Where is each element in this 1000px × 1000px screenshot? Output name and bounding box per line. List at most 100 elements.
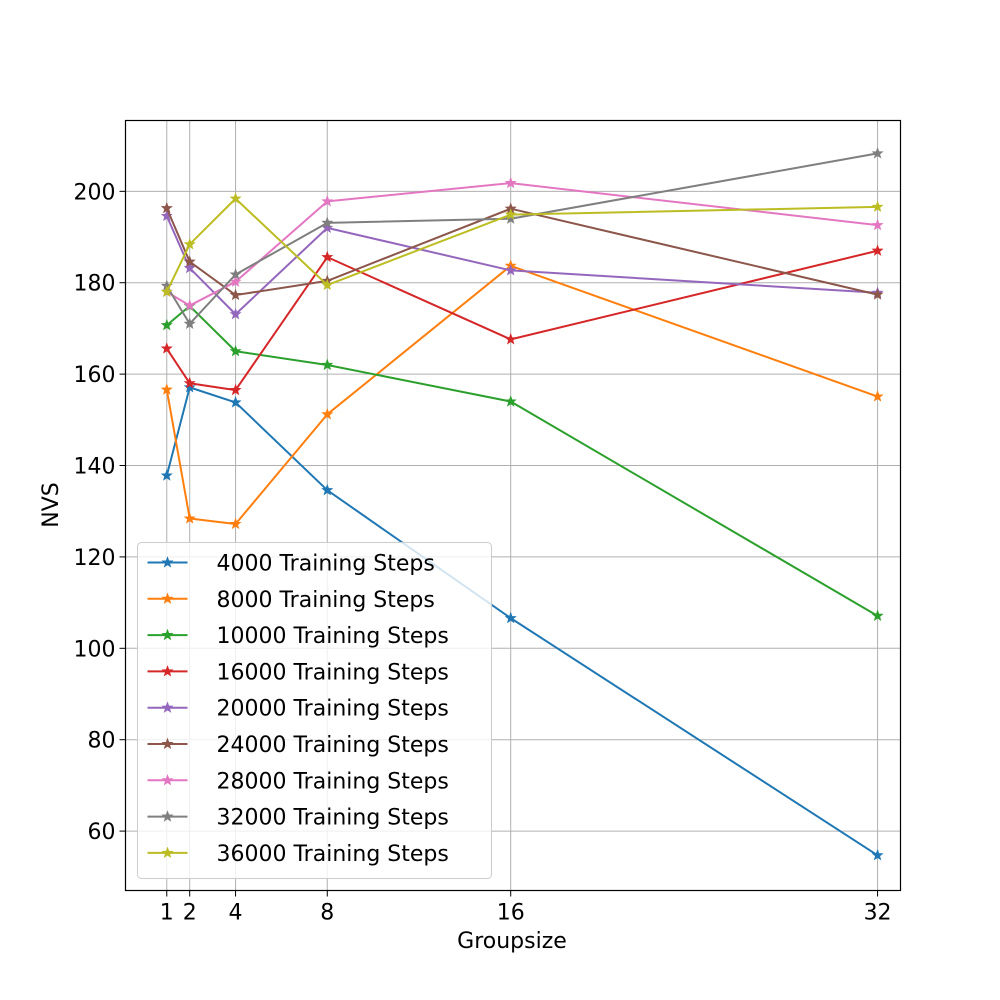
legend-item: 24000 Training Steps xyxy=(147,733,449,758)
legend-item: 4000 Training Steps xyxy=(147,552,435,577)
y-tick-label: 80 xyxy=(88,729,116,754)
x-axis-ticks: 1 2 4 8 16 32 xyxy=(160,890,892,926)
data-point xyxy=(229,344,242,357)
legend-marker xyxy=(161,773,174,786)
legend-item: 10000 Training Steps xyxy=(147,624,449,649)
legend-label: 4000 Training Steps xyxy=(217,552,435,577)
legend-item: 16000 Training Steps xyxy=(147,660,449,685)
data-point xyxy=(160,383,173,395)
data-point xyxy=(160,201,173,214)
legend-label: 16000 Training Steps xyxy=(217,660,449,685)
data-point xyxy=(229,268,242,280)
data-point xyxy=(504,208,517,220)
data-point xyxy=(871,848,884,861)
legend-label: 28000 Training Steps xyxy=(217,769,449,794)
data-point xyxy=(321,358,334,371)
series-line xyxy=(165,264,878,526)
series-7 xyxy=(160,147,884,329)
legend-label: 20000 Training Steps xyxy=(217,697,449,722)
data-point xyxy=(321,216,334,228)
data-point xyxy=(183,381,196,393)
legend-marker xyxy=(161,628,174,641)
legend-item: 32000 Training Steps xyxy=(147,806,449,831)
data-point xyxy=(183,317,196,329)
data-point xyxy=(160,318,173,331)
data-point xyxy=(229,396,242,408)
data-point xyxy=(504,333,517,345)
x-tick-label: 1 xyxy=(160,901,174,926)
data-point xyxy=(504,611,517,624)
series-line xyxy=(166,305,879,617)
data-point xyxy=(871,244,884,256)
legend-marker xyxy=(161,665,174,677)
data-point xyxy=(160,469,173,481)
series-line xyxy=(165,197,878,293)
legend-marker xyxy=(161,556,174,568)
data-point xyxy=(160,209,173,222)
data-point xyxy=(183,238,196,250)
legend-item: 8000 Training Steps xyxy=(147,588,435,613)
data-point xyxy=(321,408,334,420)
data-point xyxy=(183,376,196,389)
legend-label: 10000 Training Steps xyxy=(217,624,449,649)
data-point xyxy=(871,200,884,212)
y-tick-label: 160 xyxy=(74,363,116,388)
data-point xyxy=(229,288,242,301)
data-point xyxy=(504,395,517,407)
y-axis-label: NVS xyxy=(39,482,64,527)
y-tick-label: 100 xyxy=(74,637,116,662)
data-point xyxy=(160,342,173,354)
y-tick-label: 120 xyxy=(74,546,116,571)
legend-marker xyxy=(161,592,174,604)
data-point xyxy=(871,147,884,159)
series-2 xyxy=(160,299,884,621)
legend-box xyxy=(137,542,492,879)
data-point xyxy=(229,307,242,320)
x-tick-label: 4 xyxy=(229,901,243,926)
y-axis-ticks: 60 80 100 120 140 160 180 200 xyxy=(74,180,126,845)
x-axis-label: Groupsize xyxy=(457,929,567,954)
legend-marker xyxy=(161,810,174,822)
y-tick-label: 140 xyxy=(74,455,116,480)
data-point xyxy=(871,609,884,621)
data-point xyxy=(229,275,242,287)
plot-frame xyxy=(124,119,902,892)
data-point xyxy=(321,250,334,263)
data-point xyxy=(504,176,517,189)
y-tick-label: 180 xyxy=(74,272,116,297)
legend-item: 20000 Training Steps xyxy=(147,697,449,722)
series-line xyxy=(165,215,878,316)
series-0 xyxy=(160,381,884,861)
series-line xyxy=(165,249,878,392)
y-tick-label: 200 xyxy=(74,180,116,205)
data-point xyxy=(321,221,334,234)
series-4 xyxy=(160,209,884,320)
data-point xyxy=(871,390,884,402)
legend-marker xyxy=(161,737,174,750)
data-point xyxy=(229,192,242,204)
legend-item: 28000 Training Steps xyxy=(147,769,449,794)
legend: 4000 Training Steps 8000 Training Steps 10… xyxy=(137,542,492,879)
series-line xyxy=(165,152,878,325)
legend-marker xyxy=(161,846,174,859)
legend-item: 36000 Training Steps xyxy=(147,842,449,867)
data-point xyxy=(183,255,196,267)
series-3 xyxy=(160,244,884,396)
data-point xyxy=(229,517,242,530)
legend-label: 32000 Training Steps xyxy=(217,806,449,831)
legend-label: 36000 Training Steps xyxy=(217,842,449,867)
series-1 xyxy=(160,259,884,530)
x-tick-label: 32 xyxy=(864,901,892,926)
data-point xyxy=(321,278,334,291)
data-point xyxy=(160,285,173,297)
series-layer xyxy=(160,147,884,861)
data-point xyxy=(183,512,196,524)
data-point xyxy=(321,483,334,496)
data-point xyxy=(871,218,884,231)
legend-marker xyxy=(161,701,174,713)
series-8 xyxy=(160,192,884,297)
data-point xyxy=(871,288,884,300)
x-tick-label: 8 xyxy=(320,901,334,926)
y-tick-label: 60 xyxy=(88,820,116,845)
